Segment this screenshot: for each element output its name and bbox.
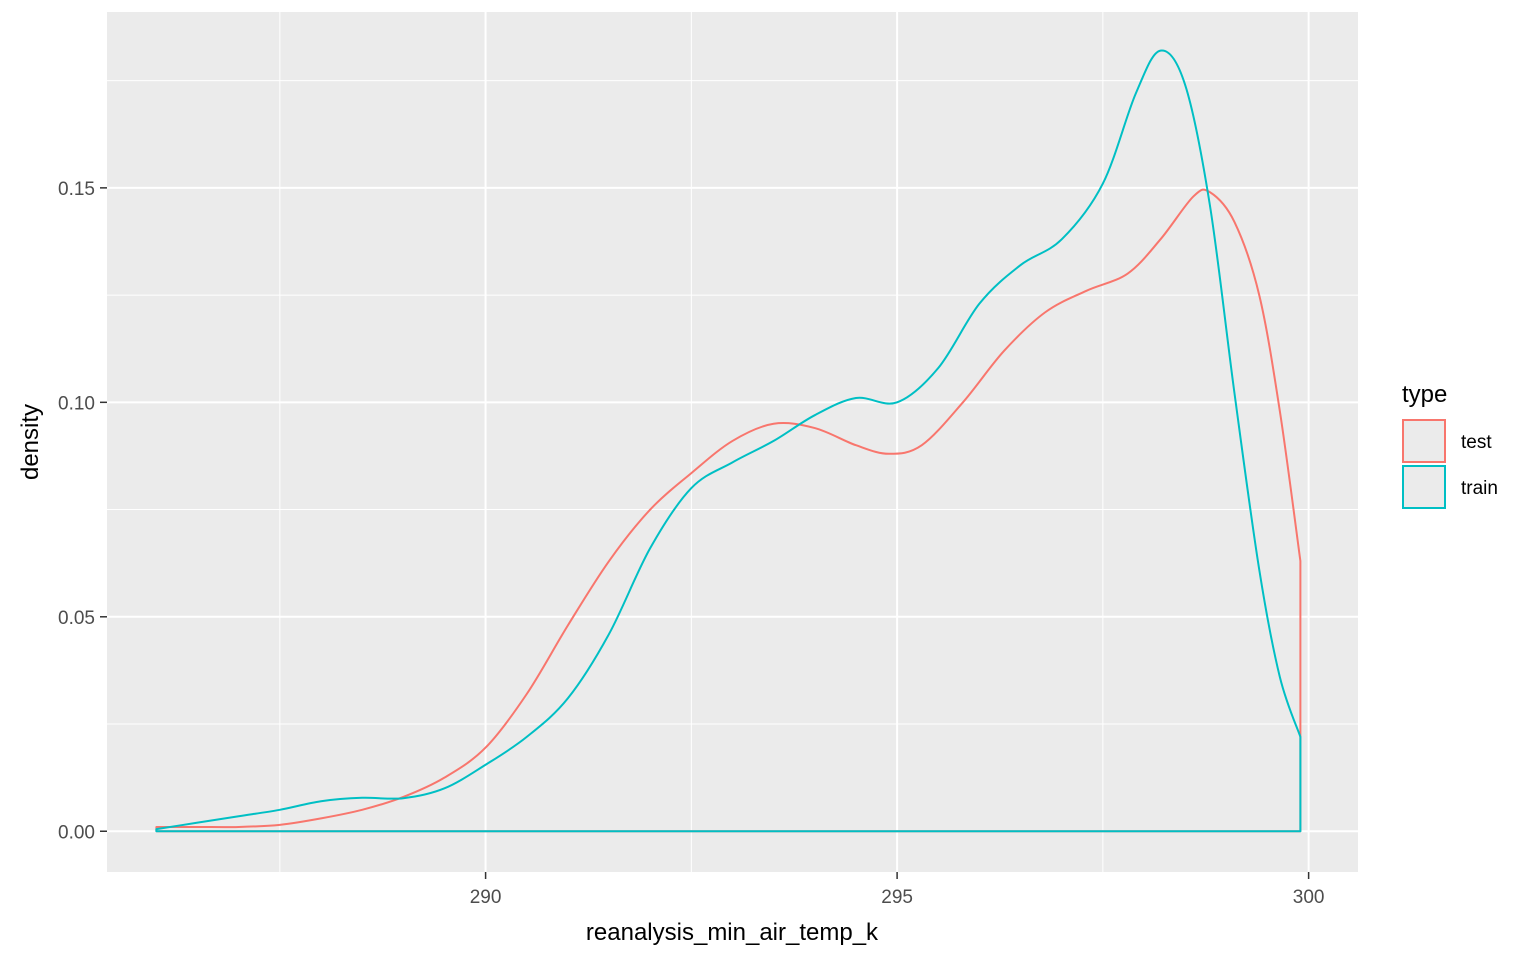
axes: 290 295 300 0.00 0.05 0.10 0.15: [58, 179, 1324, 908]
y-tick-label: 0.10: [58, 393, 95, 414]
y-tick-label: 0.05: [58, 608, 95, 629]
y-axis-title: density: [17, 404, 44, 480]
legend: type test train: [1402, 381, 1498, 509]
legend-label-train: train: [1461, 478, 1498, 499]
legend-key-bg: [1402, 419, 1446, 463]
x-tick-label: 295: [881, 887, 913, 908]
legend-title: type: [1402, 381, 1447, 408]
series-lines: [155, 49, 1302, 833]
legend-items: test train: [1402, 419, 1498, 509]
y-tick-label: 0.00: [58, 822, 95, 843]
minor-gridlines: [107, 12, 1358, 872]
series-line-train: [155, 49, 1302, 833]
x-tick-label: 290: [470, 887, 502, 908]
x-tick-label: 300: [1293, 887, 1325, 908]
legend-key-test: [1402, 419, 1446, 463]
x-axis-title: reanalysis_min_air_temp_k: [586, 919, 879, 946]
legend-key-train: [1402, 465, 1446, 509]
y-tick-label: 0.15: [58, 179, 95, 200]
legend-label-test: test: [1461, 432, 1492, 453]
legend-key-bg: [1402, 465, 1446, 509]
